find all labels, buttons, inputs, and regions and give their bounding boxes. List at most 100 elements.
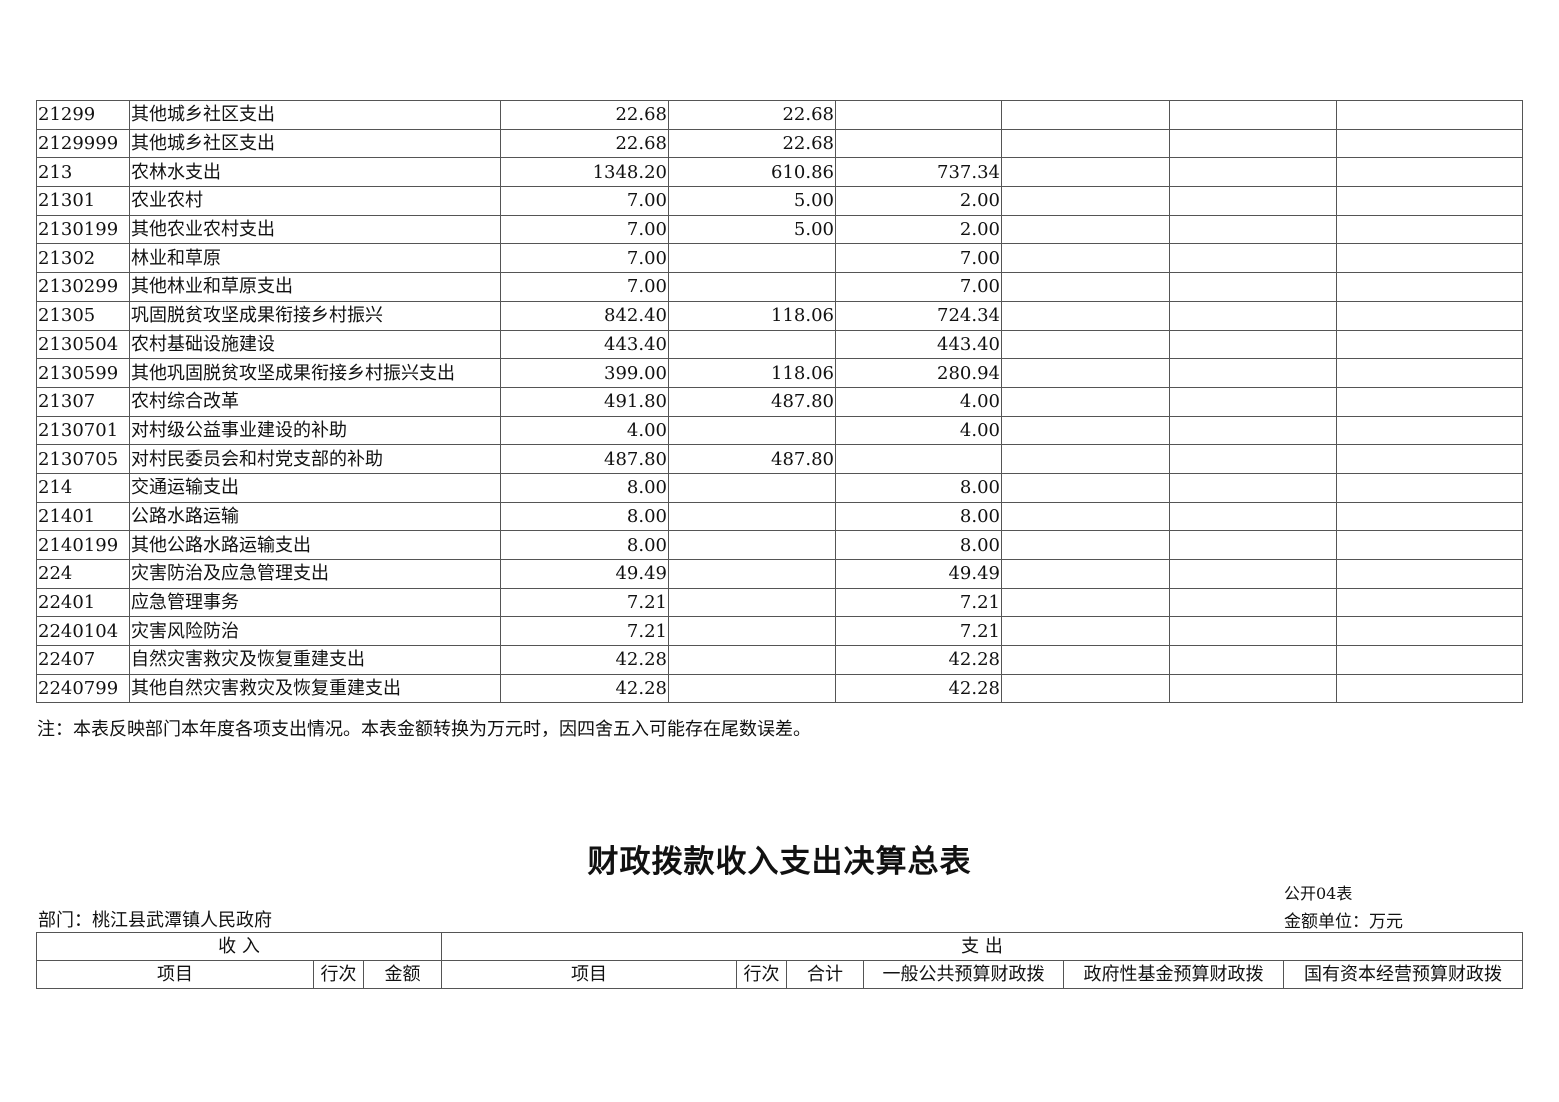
table-row: 2240799 其他自然灾害救灾及恢复重建支出 42.28 42.28 bbox=[36, 673, 1523, 704]
empty-cell bbox=[1336, 100, 1523, 130]
empty-cell bbox=[1001, 157, 1170, 188]
empty-cell bbox=[1169, 329, 1337, 360]
empty-cell bbox=[1336, 243, 1523, 274]
total-amount: 842.40 bbox=[500, 300, 669, 331]
subject-code: 2240799 bbox=[36, 673, 130, 704]
subject-name: 公路水路运输 bbox=[129, 501, 501, 532]
empty-cell bbox=[1169, 272, 1337, 302]
empty-cell bbox=[1001, 444, 1170, 474]
table-row: 2129999 其他城乡社区支出 22.68 22.68 bbox=[36, 128, 1523, 159]
basic-amount bbox=[668, 559, 836, 589]
empty-cell bbox=[1336, 272, 1523, 302]
total-amount: 8.00 bbox=[500, 530, 669, 560]
subject-code: 2130504 bbox=[36, 329, 130, 360]
table-row: 2130599 其他巩固脱贫攻坚成果衔接乡村振兴支出 399.00 118.06 280… bbox=[36, 358, 1523, 388]
total-amount: 443.40 bbox=[500, 329, 669, 360]
empty-cell bbox=[1336, 186, 1523, 216]
column-header: 项目 bbox=[441, 960, 738, 989]
subject-code: 2240104 bbox=[36, 616, 130, 647]
empty-cell bbox=[1001, 616, 1170, 647]
project-amount bbox=[835, 128, 1002, 159]
empty-cell bbox=[1001, 559, 1170, 589]
empty-cell bbox=[1169, 300, 1337, 331]
subject-code: 2130199 bbox=[36, 214, 130, 245]
empty-cell bbox=[1169, 243, 1337, 274]
table-row: 2130705 对村民委员会和村党支部的补助 487.80 487.80 bbox=[36, 444, 1523, 474]
empty-cell bbox=[1336, 300, 1523, 331]
basic-amount bbox=[668, 587, 836, 618]
subject-name: 农村综合改革 bbox=[129, 386, 501, 417]
empty-cell bbox=[1001, 501, 1170, 532]
subject-code: 2129999 bbox=[36, 128, 130, 159]
subject-name: 灾害风险防治 bbox=[129, 616, 501, 647]
basic-amount bbox=[668, 616, 836, 647]
subject-code: 213 bbox=[36, 157, 130, 188]
empty-cell bbox=[1336, 329, 1523, 360]
table-row: 21305 巩固脱贫攻坚成果衔接乡村振兴 842.40 118.06 724.34 bbox=[36, 300, 1523, 331]
empty-cell bbox=[1336, 645, 1523, 675]
empty-cell bbox=[1001, 128, 1170, 159]
empty-cell bbox=[1169, 472, 1337, 503]
table-row: 224 灾害防治及应急管理支出 49.49 49.49 bbox=[36, 559, 1523, 589]
subject-code: 214 bbox=[36, 472, 130, 503]
empty-cell bbox=[1001, 329, 1170, 360]
project-amount: 4.00 bbox=[835, 386, 1002, 417]
subject-code: 21307 bbox=[36, 386, 130, 417]
unit-label: 金额单位：万元 bbox=[1284, 912, 1403, 932]
empty-cell bbox=[1336, 616, 1523, 647]
total-amount: 7.21 bbox=[500, 587, 669, 618]
subject-name: 其他自然灾害救灾及恢复重建支出 bbox=[129, 673, 501, 704]
table-row: 214 交通运输支出 8.00 8.00 bbox=[36, 472, 1523, 503]
empty-cell bbox=[1169, 501, 1337, 532]
empty-cell bbox=[1336, 673, 1523, 704]
subject-code: 22401 bbox=[36, 587, 130, 618]
project-amount: 42.28 bbox=[835, 673, 1002, 704]
table-row: 2140199 其他公路水路运输支出 8.00 8.00 bbox=[36, 530, 1523, 560]
basic-amount bbox=[668, 243, 836, 274]
empty-cell bbox=[1001, 300, 1170, 331]
empty-cell bbox=[1336, 559, 1523, 589]
table-row: 22407 自然灾害救灾及恢复重建支出 42.28 42.28 bbox=[36, 645, 1523, 675]
total-amount: 22.68 bbox=[500, 100, 669, 130]
project-amount: 443.40 bbox=[835, 329, 1002, 360]
empty-cell bbox=[1169, 386, 1337, 417]
empty-cell bbox=[1001, 530, 1170, 560]
table-row: 22401 应急管理事务 7.21 7.21 bbox=[36, 587, 1523, 618]
column-header: 合计 bbox=[786, 960, 865, 989]
header-row-group: 收 入 支 出 bbox=[35, 932, 1524, 961]
total-amount: 49.49 bbox=[500, 559, 669, 589]
subject-code: 2130701 bbox=[36, 415, 130, 446]
empty-cell bbox=[1336, 415, 1523, 446]
table-row: 21301 农业农村 7.00 5.00 2.00 bbox=[36, 186, 1523, 216]
total-amount: 487.80 bbox=[500, 444, 669, 474]
empty-cell bbox=[1001, 186, 1170, 216]
total-amount: 4.00 bbox=[500, 415, 669, 446]
summary-table: 收 入 支 出 项目 行次 金额 项目 行次 合计 一般公共预算财政拨 政府性基… bbox=[35, 932, 1524, 989]
empty-cell bbox=[1336, 157, 1523, 188]
subject-code: 21299 bbox=[36, 100, 130, 130]
empty-cell bbox=[1001, 272, 1170, 302]
total-amount: 42.28 bbox=[500, 673, 669, 704]
basic-amount: 22.68 bbox=[668, 100, 836, 130]
column-header: 国有资本经营预算财政拨 bbox=[1283, 960, 1524, 989]
empty-cell bbox=[1169, 415, 1337, 446]
project-amount: 724.34 bbox=[835, 300, 1002, 331]
subject-name: 巩固脱贫攻坚成果衔接乡村振兴 bbox=[129, 300, 501, 331]
subject-name: 其他农业农村支出 bbox=[129, 214, 501, 245]
table-note: 注：本表反映部门本年度各项支出情况。本表金额转换为万元时，因四舍五入可能存在尾数… bbox=[37, 719, 811, 740]
column-header: 政府性基金预算财政拨 bbox=[1063, 960, 1285, 989]
empty-cell bbox=[1336, 128, 1523, 159]
total-amount: 8.00 bbox=[500, 472, 669, 503]
subject-name: 林业和草原 bbox=[129, 243, 501, 274]
column-header: 项目 bbox=[36, 960, 314, 989]
table-row: 2130504 农村基础设施建设 443.40 443.40 bbox=[36, 329, 1523, 360]
project-amount: 8.00 bbox=[835, 530, 1002, 560]
empty-cell bbox=[1169, 616, 1337, 647]
department-label: 部门：桃江县武潭镇人民政府 bbox=[38, 910, 272, 931]
empty-cell bbox=[1001, 472, 1170, 503]
income-header: 收 入 bbox=[35, 932, 443, 961]
subject-name: 交通运输支出 bbox=[129, 472, 501, 503]
project-amount: 7.00 bbox=[835, 272, 1002, 302]
subject-code: 21305 bbox=[36, 300, 130, 331]
subject-name: 其他公路水路运输支出 bbox=[129, 530, 501, 560]
